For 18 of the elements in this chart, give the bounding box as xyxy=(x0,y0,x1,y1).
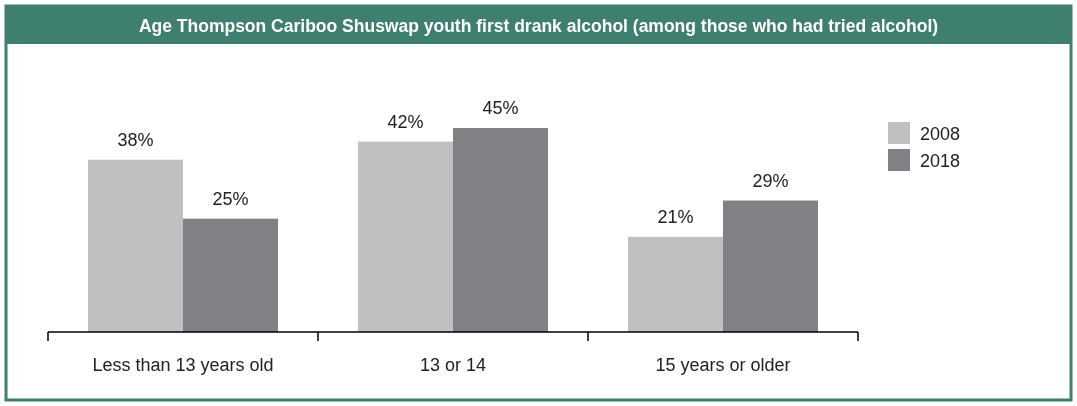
x-tick-label: 15 years or older xyxy=(655,355,791,375)
bar xyxy=(628,236,723,332)
chart-title: Age Thompson Cariboo Shuswap youth first drank alcohol (among those who had tried alcohol) xyxy=(138,16,939,36)
data-label: 21% xyxy=(657,206,694,227)
data-label: 29% xyxy=(752,170,789,191)
bar xyxy=(88,159,183,332)
data-label: 42% xyxy=(387,111,424,132)
bar xyxy=(183,218,278,332)
data-label: 25% xyxy=(212,188,249,209)
x-tick-label: 13 or 14 xyxy=(419,355,487,375)
legend-label: 2018 xyxy=(920,151,961,171)
x-tick-label: Less than 13 years old xyxy=(92,355,274,375)
bar xyxy=(358,141,453,332)
data-label: 45% xyxy=(482,98,519,118)
bar xyxy=(723,200,818,332)
legend-label: 2008 xyxy=(920,124,961,144)
data-label: 38% xyxy=(117,129,154,150)
bar xyxy=(453,128,548,332)
